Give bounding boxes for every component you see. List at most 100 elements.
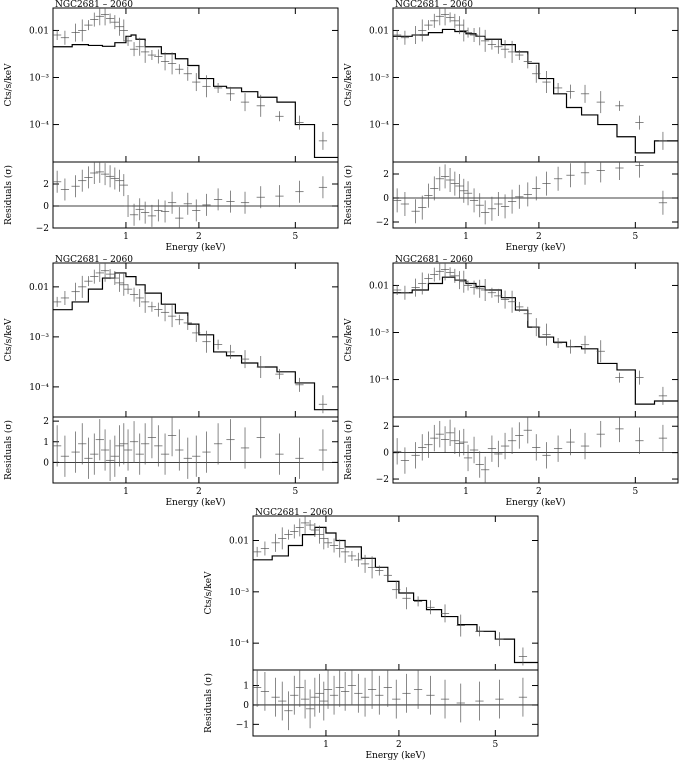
data-series [253,516,528,666]
spectrum-ytick-label: 10⁻³ [29,333,49,343]
panel-title: NGC2681 – 2060 [55,0,133,10]
xlabel: Energy (keV) [505,497,565,508]
spectrum-ylabel: Cts/s/keV [344,63,354,107]
data-series [53,263,328,414]
model-series [253,526,538,664]
residuals-ytick-label: 0 [43,202,49,212]
spectrum-ylabel: Cts/s/keV [344,318,354,362]
spectrum-ytick-label: 10⁻⁴ [29,383,49,393]
residuals-ytick-label: −1 [236,720,249,730]
residuals-ylabel: Residuals (σ) [203,673,214,733]
residuals-ylabel: Residuals (σ) [343,165,354,225]
panel-3: NGC2681 – 2060 0.01 10⁻³ 10⁻⁴ Cts/s/keV 0 1 2 Re… [3,255,339,508]
residuals-ytick-label: 0 [43,458,49,468]
spectrum-ytick-label: 10⁻⁴ [369,376,389,386]
xtick-label: 1 [463,487,469,497]
xlabel: Energy (keV) [165,242,225,253]
spectrum-ylabel: Cts/s/keV [4,63,14,107]
residuals-ylabel: Residuals (σ) [3,420,14,480]
panel-title: NGC2681 – 2060 [255,508,333,518]
data-series [393,263,668,405]
xtick-label: 5 [292,232,298,242]
model-step-line [253,526,538,664]
panel-1: NGC2681 – 2060 0.01 10⁻³ 10⁻⁴ Cts/s/keV −2 0 2 R… [3,0,339,253]
spectrum-ytick-label: 0.01 [369,26,389,36]
xtick-label: 5 [292,487,298,497]
residuals-ylabel: Residuals (σ) [343,420,354,480]
residuals-ytick-label: 0 [243,701,249,711]
xlabel: Energy (keV) [365,750,425,761]
model-series [53,272,338,411]
model-series [53,34,338,159]
xtick-label: 1 [123,487,129,497]
residuals-series [253,670,528,731]
spectrum-frame [52,262,339,418]
residuals-ytick-label: 2 [383,170,389,180]
residuals-ytick-label: 1 [243,682,249,692]
panel-2: NGC2681 – 2060 0.01 10⁻³ 10⁻⁴ Cts/s/keV −2 0 2 R… [343,0,679,253]
panel-title: NGC2681 – 2060 [395,0,473,10]
residuals-ytick-label: 2 [383,422,389,432]
model-step-line [53,272,338,411]
residuals-ytick-label: 0 [383,449,389,459]
spectrum-ytick-label: 10⁻⁴ [229,639,249,649]
residuals-frame [52,161,339,229]
spectrum-ytick-label: 10⁻³ [369,74,389,84]
residuals-ytick-label: −2 [376,475,389,485]
residuals-series [393,417,668,483]
panel-title: NGC2681 – 2060 [395,255,473,265]
xtick-label: 2 [196,487,202,497]
residuals-ytick-label: 0 [383,194,389,204]
residuals-frame [252,669,539,737]
xlabel: Energy (keV) [165,497,225,508]
xtick-label: 2 [396,740,402,750]
residuals-series [393,162,668,225]
model-series [393,276,678,405]
xtick-label: 2 [536,487,542,497]
xtick-label: 5 [632,487,638,497]
residuals-ytick-label: −2 [36,224,49,234]
residuals-series [53,417,328,481]
panel-4: NGC2681 – 2060 0.01 10⁻³ 10⁻⁴ Cts/s/keV −2 0 2 R… [343,255,679,508]
residuals-ytick-label: 2 [43,417,49,427]
xtick-label: 5 [632,232,638,242]
xtick-label: 2 [536,232,542,242]
xlabel: Energy (keV) [505,242,565,253]
spectrum-ylabel: Cts/s/keV [204,571,214,615]
spectrum-frame [252,515,539,671]
residuals-ytick-label: 2 [43,180,49,190]
data-series [53,8,328,150]
spectrum-ytick-label: 10⁻⁴ [29,121,49,131]
panel-title: NGC2681 – 2060 [55,255,133,265]
xtick-label: 1 [323,740,329,750]
residuals-series [53,162,328,228]
spectrum-ylabel: Cts/s/keV [4,318,14,362]
residuals-ylabel: Residuals (σ) [3,165,14,225]
spectrum-ytick-label: 10⁻³ [29,74,49,84]
model-step-line [393,28,678,154]
spectrum-ytick-label: 0.01 [29,283,49,293]
model-series [393,28,678,154]
spectrum-ytick-label: 10⁻³ [369,329,389,339]
xtick-label: 5 [492,740,498,750]
xtick-label: 1 [463,232,469,242]
model-step-line [393,276,678,405]
model-step-line [53,34,338,159]
residuals-frame [52,416,339,484]
spectrum-frame [52,7,339,163]
residuals-frame [392,161,679,229]
residuals-ytick-label: 1 [43,438,49,448]
spectrum-ytick-label: 0.01 [29,26,49,36]
panel-5: NGC2681 – 2060 0.01 10⁻³ 10⁻⁴ Cts/s/keV −1 0 1 R… [203,508,539,761]
xtick-label: 2 [196,232,202,242]
spectrum-ytick-label: 0.01 [229,536,249,546]
data-series [393,8,668,150]
spectrum-ytick-label: 10⁻³ [229,588,249,598]
spectrum-ytick-label: 0.01 [369,281,389,291]
spectrum-ytick-label: 10⁻⁴ [369,121,389,131]
residuals-ytick-label: −2 [376,218,389,228]
residuals-frame [392,416,679,484]
xtick-label: 1 [123,232,129,242]
